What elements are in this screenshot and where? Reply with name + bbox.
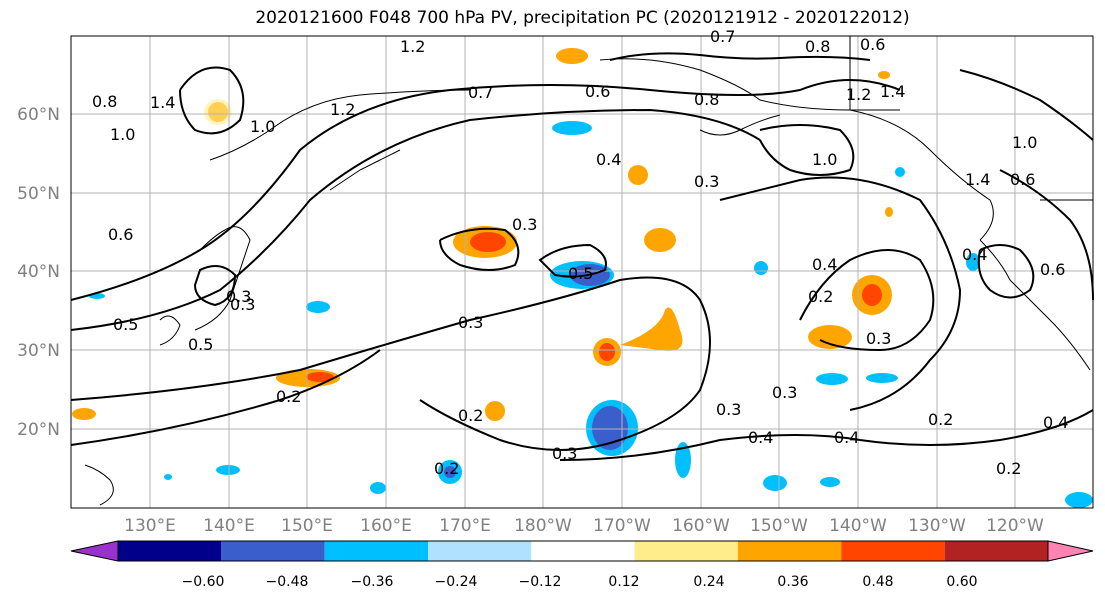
lat-label: 30°N	[17, 341, 60, 361]
contour-label: 0.3	[716, 400, 741, 419]
contour-label: 0.5	[113, 315, 138, 334]
map-title: 2020121600 F048 700 hPa PV, precipitatio…	[255, 8, 910, 28]
contour-label: 0.2	[928, 410, 953, 429]
colorbar-extend-low	[70, 540, 119, 562]
lat-label: 20°N	[17, 420, 60, 440]
colorbar	[70, 540, 1094, 562]
contour-label: 0.5	[568, 264, 593, 283]
contour-label: 0.3	[552, 444, 577, 463]
coastlines	[84, 36, 1093, 506]
contour-label: 0.4	[1043, 413, 1068, 432]
contour-label: 0.2	[808, 287, 833, 306]
colorbar-segment	[118, 541, 222, 561]
contour-label: 1.0	[1012, 133, 1037, 152]
colorbar-tick-label: −0.48	[266, 574, 309, 590]
lon-label: 140°E	[203, 516, 255, 536]
contour-label: 0.3	[226, 287, 251, 306]
lon-label: 180°W	[514, 516, 572, 536]
contour-label: 0.3	[694, 172, 719, 191]
contour-label: 0.5	[188, 335, 213, 354]
contour-label: 0.2	[458, 406, 483, 425]
colorbar-tick-label: −0.60	[182, 574, 225, 590]
contour-label: 1.4	[965, 170, 990, 189]
lon-label: 160°W	[672, 516, 730, 536]
longitude-labels: 130°E 140°E 150°E 160°E 170°E 180°W 170°…	[124, 516, 1044, 536]
colorbar-extend-high	[1047, 540, 1094, 562]
colorbar-tick-label: −0.24	[435, 574, 478, 590]
colorbar-tick-label: 0.48	[862, 574, 893, 590]
lon-label: 130°E	[124, 516, 176, 536]
colorbar-segment	[428, 541, 532, 561]
colorbar-ticks: −0.60 −0.48 −0.36 −0.24 −0.12 0.12 0.24 …	[182, 574, 978, 590]
colorbar-tick-label: 0.60	[946, 574, 977, 590]
colorbar-tick-label: 0.12	[608, 574, 639, 590]
colorbar-tick-label: −0.36	[351, 574, 394, 590]
colorbar-tick-label: 0.24	[693, 574, 724, 590]
colorbar-segment	[841, 541, 945, 561]
colorbar-frame	[117, 540, 1049, 562]
contour-label: 1.0	[250, 117, 275, 136]
lon-label: 150°W	[750, 516, 808, 536]
map-frame	[70, 35, 1094, 509]
contour-label: 1.4	[150, 93, 175, 112]
contour-label: 0.3	[866, 329, 891, 348]
contour-label: 0.6	[860, 35, 885, 54]
latitude-labels: 60°N 50°N 40°N 30°N 20°N	[17, 105, 60, 440]
contour-label: 1.2	[330, 100, 355, 119]
contour-label: 1.4	[880, 82, 905, 101]
lon-label: 140°W	[829, 516, 887, 536]
colorbar-segment	[738, 541, 842, 561]
lon-label: 150°E	[281, 516, 333, 536]
contour-label: 0.3	[772, 383, 797, 402]
contour-label: 0.6	[585, 82, 610, 101]
contour-label: 0.4	[748, 428, 773, 447]
lat-label: 40°N	[17, 262, 60, 282]
contour-label: 0.6	[1040, 260, 1065, 279]
contour-label: 0.2	[996, 459, 1021, 478]
lat-label: 60°N	[17, 105, 60, 125]
contour-label: 0.3	[458, 313, 483, 332]
contour-label: 0.4	[962, 245, 987, 264]
lon-label: 120°W	[986, 516, 1044, 536]
contour-label: 0.3	[512, 215, 537, 234]
colorbar-segment	[531, 541, 635, 561]
colorbar-tick-label: −0.12	[519, 574, 562, 590]
colorbar-segment	[634, 541, 738, 561]
lon-label: 170°W	[593, 516, 651, 536]
lon-label: 170°E	[439, 516, 491, 536]
colorbar-segment	[944, 541, 1048, 561]
contour-label: 1.0	[812, 150, 837, 169]
contour-label: 0.8	[694, 90, 719, 109]
colorbar-tick-label: 0.36	[777, 574, 808, 590]
contour-label: 0.7	[468, 83, 493, 102]
lat-label: 50°N	[17, 184, 60, 204]
contour-labels: 1.2 0.7 0.8 0.6 1.2 1.4 0.8 1.4 1.0 0.7 …	[92, 27, 1068, 478]
contour-label: 0.8	[92, 92, 117, 111]
colorbar-segment	[221, 541, 325, 561]
contour-label: 1.0	[110, 125, 135, 144]
lon-label: 160°E	[360, 516, 412, 536]
contour-label: 0.6	[1010, 170, 1035, 189]
contour-label: 0.8	[805, 37, 830, 56]
contour-label: 0.2	[276, 387, 301, 406]
contour-label: 1.2	[846, 85, 871, 104]
contour-label: 0.4	[596, 150, 621, 169]
contour-label: 0.6	[108, 225, 133, 244]
contour-label: 0.3	[230, 295, 255, 314]
contour-label: 0.4	[834, 428, 859, 447]
contour-label: 0.2	[434, 459, 459, 478]
pv-contours	[70, 52, 1094, 461]
contour-label: 1.2	[400, 37, 425, 56]
lon-label: 130°W	[908, 516, 966, 536]
contour-label: 0.4	[812, 255, 837, 274]
colorbar-segment	[324, 541, 428, 561]
